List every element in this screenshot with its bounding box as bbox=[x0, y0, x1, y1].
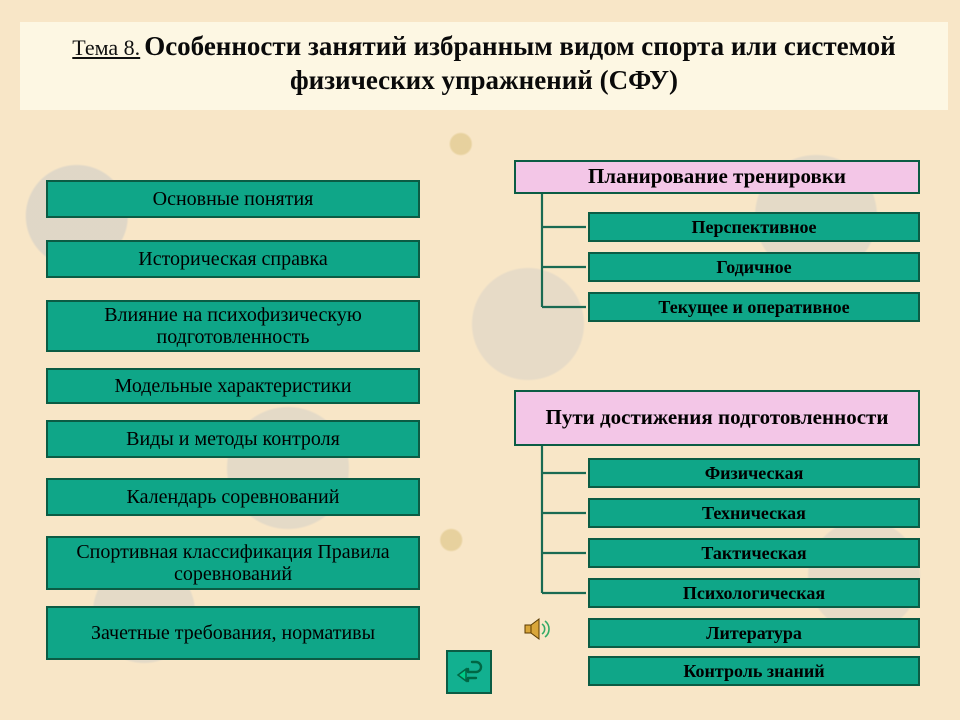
extra-link-box[interactable]: Литература bbox=[588, 618, 920, 648]
preparedness-header[interactable]: Пути достижения подготовленности bbox=[514, 390, 920, 446]
left-topic-box[interactable]: Модельные характеристики bbox=[46, 368, 420, 404]
left-topic-box[interactable]: Спортивная классификация Правила соревно… bbox=[46, 536, 420, 590]
back-button[interactable] bbox=[446, 650, 492, 694]
planning-sub-box[interactable]: Годичное bbox=[588, 252, 920, 282]
speaker-icon[interactable] bbox=[522, 614, 552, 644]
left-topic-box[interactable]: Историческая справка bbox=[46, 240, 420, 278]
extra-link-box[interactable]: Контроль знаний bbox=[588, 656, 920, 686]
left-topic-box[interactable]: Виды и методы контроля bbox=[46, 420, 420, 458]
title-prefix: Тема 8. bbox=[72, 35, 140, 60]
planning-sub-box[interactable]: Перспективное bbox=[588, 212, 920, 242]
planning-header[interactable]: Планирование тренировки bbox=[514, 160, 920, 194]
preparedness-sub-box[interactable]: Психологическая bbox=[588, 578, 920, 608]
left-topic-box[interactable]: Основные понятия bbox=[46, 180, 420, 218]
preparedness-sub-box[interactable]: Техническая bbox=[588, 498, 920, 528]
planning-sub-box[interactable]: Текущее и оперативное bbox=[588, 292, 920, 322]
preparedness-sub-box[interactable]: Тактическая bbox=[588, 538, 920, 568]
left-topic-box[interactable]: Календарь соревнований bbox=[46, 478, 420, 516]
title-main: Особенности занятий избранным видом спор… bbox=[144, 31, 896, 95]
connector-lines bbox=[532, 188, 592, 313]
slide-title-block: Тема 8. Особенности занятий избранным ви… bbox=[20, 22, 948, 110]
left-topic-box[interactable]: Влияние на психофизическую подготовленно… bbox=[46, 300, 420, 352]
preparedness-sub-box[interactable]: Физическая bbox=[588, 458, 920, 488]
left-topic-box[interactable]: Зачетные требования, нормативы bbox=[46, 606, 420, 660]
connector-lines bbox=[532, 440, 592, 599]
